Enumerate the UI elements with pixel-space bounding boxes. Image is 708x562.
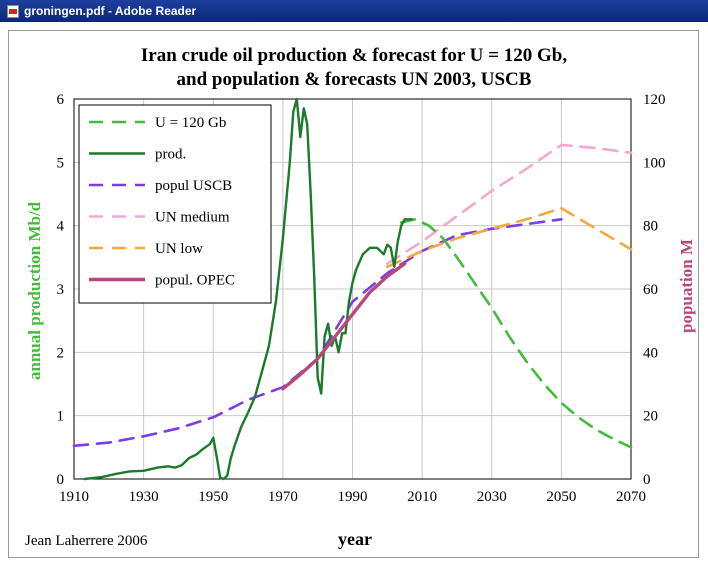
y-left-tick-label: 4 [57,219,65,235]
x-tick-label: 1990 [338,489,368,505]
x-tick-label: 2010 [407,489,437,505]
chart-title: Iran crude oil production & forecast for… [141,45,567,66]
y-right-tick-label: 100 [643,155,666,171]
plot-area-frame [73,98,632,480]
y-right-tick-label: 80 [643,219,658,235]
x-tick-label: 2050 [546,489,576,505]
legend-label: UN medium [155,210,230,226]
series-line-prod [83,97,413,481]
axis-ticks: 1910 1930 1950 1970 1990 2010 2030 2050 20700123… [57,92,666,505]
y-right-tick-label: 20 [643,409,658,425]
y-left-tick-label: 0 [57,472,65,488]
legend-box [78,104,272,304]
window-title: groningen.pdf - Adobe Reader [24,4,197,18]
legend-label: popul. OPEC [155,273,235,289]
y-right-tick-label: 120 [643,92,666,108]
legend-label: popul USCB [155,178,232,194]
chart-credit: Jean Laherrere 2006 [25,533,148,549]
y-left-tick-label: 3 [57,282,65,298]
x-tick-label: 1950 [198,489,228,505]
y-axis-right-label: popuation M [677,239,696,333]
x-tick-label: 1910 [59,489,89,505]
y-left-tick-label: 5 [57,155,65,171]
series-line-un-medium [386,143,633,265]
x-tick-label: 1970 [268,489,298,505]
y-right-tick-label: 40 [643,345,658,361]
y-left-tick-label: 6 [57,92,65,108]
series-line-un-low [386,207,633,269]
chart-subtitle: and population & forecasts UN 2003, USCB [177,69,532,90]
x-axis-label: year [338,529,372,549]
chart-series [72,97,633,481]
y-left-tick-label: 1 [57,409,65,425]
legend-label: UN low [155,241,203,257]
y-axis-left-label: annual production Mb/d [25,201,44,380]
x-tick-label: 2030 [477,489,507,505]
series-line-u-120-gb [399,218,633,449]
x-tick-label: 2070 [616,489,646,505]
chart-legend: U = 120 Gb prod. popul USCB UN medium UN low… [78,104,272,304]
series-line-popul-opec [281,262,407,391]
window-titlebar[interactable]: groningen.pdf - Adobe Reader [0,0,708,22]
y-right-tick-label: 0 [643,472,651,488]
y-right-tick-label: 60 [643,282,658,298]
chart-svg: 1910 1930 1950 1970 1990 2010 2030 2050 20700123… [25,45,696,549]
y-left-tick-label: 2 [57,345,65,361]
legend-label: U = 120 Gb [155,115,226,131]
legend-label: prod. [155,147,186,163]
x-tick-label: 1930 [129,489,159,505]
pdf-document-icon [7,4,19,18]
chart-figure: 1910 1930 1950 1970 1990 2010 2030 2050 2070 0 1 2 3… [8,30,699,558]
